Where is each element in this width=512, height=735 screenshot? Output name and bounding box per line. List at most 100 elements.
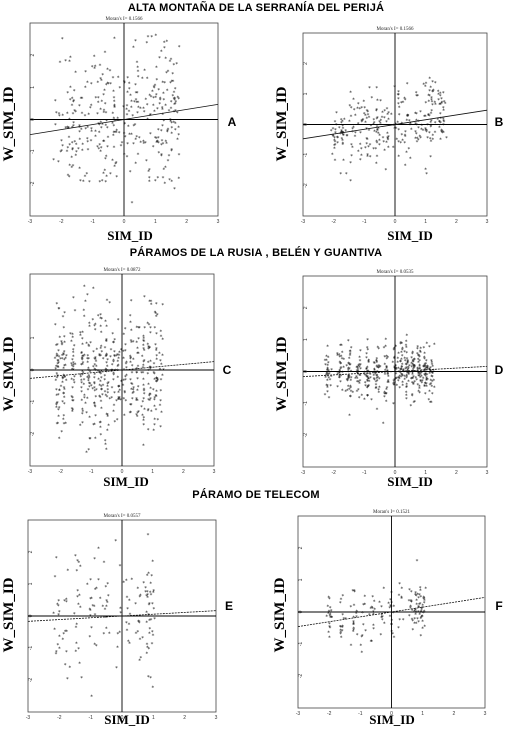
panel-c-point: *	[80, 351, 83, 357]
panel-c-point: *	[93, 402, 96, 408]
panel-b-point: *	[430, 123, 433, 129]
panel-a-point: *	[142, 139, 145, 145]
panel-b-y-tick: -2	[303, 183, 309, 188]
panel-a-point: *	[104, 180, 107, 186]
panel-c-point: *	[155, 332, 158, 338]
panel-d-point: *	[356, 369, 359, 375]
panel-e-point: *	[125, 621, 128, 627]
panel-c-point: *	[135, 325, 138, 331]
panel-d-point: *	[417, 354, 420, 360]
panel-c-point: *	[101, 393, 104, 399]
panel-a-point: *	[158, 56, 161, 62]
panel-c-point: *	[147, 409, 150, 415]
panel-a-point: *	[156, 107, 159, 113]
panel-d-point: *	[348, 363, 351, 369]
panel-a-point: *	[113, 96, 116, 102]
panel-d-point: *	[419, 379, 422, 385]
panel-d-point: *	[376, 370, 379, 376]
panel-a-point: *	[104, 123, 107, 129]
panel-c-point: *	[153, 417, 156, 423]
panel-a-point: *	[72, 121, 75, 127]
panel-a-point: *	[71, 148, 74, 154]
panel-f-point: *	[419, 634, 422, 640]
panel-c-point: *	[117, 363, 120, 369]
panel-e-point: *	[104, 616, 107, 622]
panel-c-point: *	[56, 359, 59, 365]
panel-c-point: *	[93, 404, 96, 410]
panel-d-point: *	[393, 366, 396, 372]
panel-b-point: *	[382, 140, 385, 146]
panel-c-point: *	[55, 372, 58, 378]
panel-c-x-tick: 0	[121, 469, 124, 475]
panel-a-point: *	[72, 164, 75, 170]
panel-f-point: *	[355, 610, 358, 616]
panel-a-point: *	[126, 113, 129, 119]
panel-a-point: *	[86, 140, 89, 146]
panel-e-point: *	[91, 604, 94, 610]
panel-b-point: *	[386, 136, 389, 142]
panel-d-point: *	[431, 371, 434, 377]
panel-d-point: *	[405, 344, 408, 350]
panel-d-point: *	[420, 374, 423, 380]
panel-d-point: *	[375, 374, 378, 380]
panel-d-point: *	[348, 414, 351, 420]
panel-f-regression-line	[297, 597, 486, 627]
panel-a-point: *	[173, 110, 176, 116]
panel-d-point: *	[383, 395, 386, 401]
panel-e-y-tick: -1	[28, 646, 34, 651]
panel-d-point: *	[365, 356, 368, 362]
panel-f-point: *	[400, 586, 403, 592]
panel-d-point: *	[339, 380, 342, 386]
panel-a-point: *	[81, 143, 84, 149]
panel-c-point: *	[61, 376, 64, 382]
panel-a-point: *	[154, 136, 157, 142]
panel-b-point: *	[375, 131, 378, 137]
panel-a-point: *	[72, 124, 75, 130]
panel-c-point: *	[142, 339, 145, 345]
panel-d-point: *	[359, 359, 362, 365]
panel-a-point: *	[163, 182, 166, 188]
panel-c-point: *	[95, 359, 98, 365]
panel-c-point: *	[93, 324, 96, 330]
panel-c-point: *	[62, 376, 65, 382]
panel-f-point: *	[360, 643, 363, 649]
panel-e-x-tick: -2	[57, 715, 62, 721]
panel-c-point: *	[57, 307, 60, 313]
panel-a-point: *	[131, 114, 134, 120]
panel-b-point: *	[417, 120, 420, 126]
panel-c-point: *	[97, 314, 100, 320]
panel-d-point: *	[411, 371, 414, 377]
panel-a-point: *	[173, 187, 176, 193]
panel-f-point: *	[364, 602, 367, 608]
panel-a-point: *	[120, 144, 123, 150]
panel-c-point: *	[98, 354, 101, 360]
panel-b-point: *	[364, 120, 367, 126]
panel-b-point: *	[405, 150, 408, 156]
panel-f-point: *	[414, 607, 417, 613]
panel-f-point: *	[389, 604, 392, 610]
panel-a-point: *	[170, 132, 173, 138]
panel-a-point: *	[154, 83, 157, 89]
panel-a-point: *	[163, 119, 166, 125]
panel-a-point: *	[131, 201, 134, 207]
panel-b-point: *	[434, 102, 437, 108]
panel-b-point: *	[425, 128, 428, 134]
panel-f-x-tick: -3	[296, 711, 301, 717]
panel-f-point: *	[389, 598, 392, 604]
panel-e-point: *	[152, 607, 155, 613]
panel-b-point: *	[361, 118, 364, 124]
panel-d-point: *	[368, 384, 371, 390]
panel-d-point: *	[327, 369, 330, 375]
panel-d-point: *	[349, 350, 352, 356]
panel-c-point: *	[161, 354, 164, 360]
panel-b-point: *	[362, 100, 365, 106]
panel-c-point: *	[155, 394, 158, 400]
panel-c-point: *	[58, 355, 61, 361]
panel-d-point: *	[417, 358, 420, 364]
panel-c-point: *	[56, 376, 59, 382]
panel-f-point: *	[387, 601, 390, 607]
panel-f-point: *	[361, 611, 364, 617]
panel-f-point: *	[340, 635, 343, 641]
panel-d-point: *	[407, 371, 410, 377]
panel-b-point: *	[427, 113, 430, 119]
